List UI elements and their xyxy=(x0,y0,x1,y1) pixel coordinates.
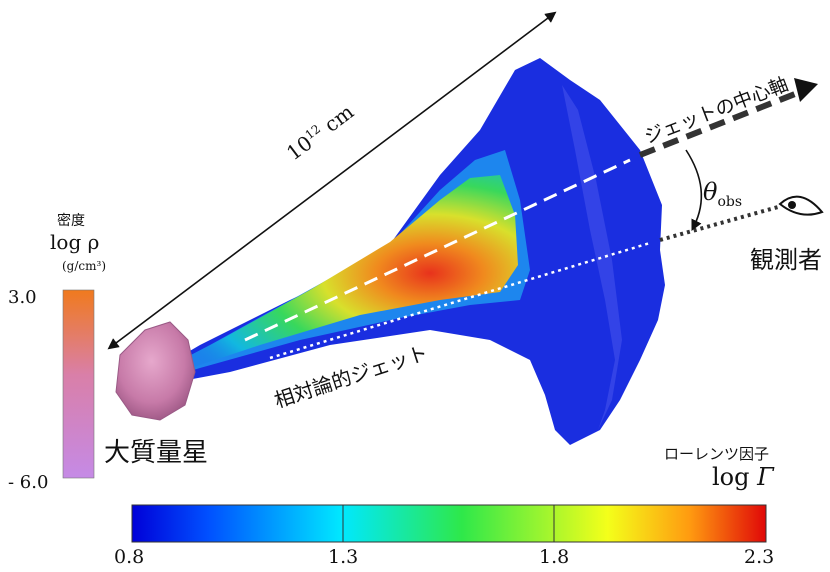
star-label: 大質量星 xyxy=(104,438,209,468)
density-min: - 6.0 xyxy=(8,472,49,493)
massive-star xyxy=(115,321,196,421)
lorentz-symbol: log Γ xyxy=(712,463,774,491)
density-symbol: log ρ xyxy=(50,230,100,254)
theta-sub: obs xyxy=(717,193,743,210)
lorentz-colorbar xyxy=(131,504,767,543)
observer-label: 観測者 xyxy=(750,246,822,274)
theta-arc xyxy=(685,149,703,232)
theta-obs-label: θobs xyxy=(703,178,742,210)
lorentz-gamma: Γ xyxy=(757,463,774,491)
density-title: 密度 xyxy=(57,213,85,229)
jet-axis-arrowhead xyxy=(794,78,818,102)
lorentz-tick-label-0: 0.8 xyxy=(114,546,145,568)
lorentz-tick-label-1: 1.3 xyxy=(328,546,359,568)
cocoon-edge-shading xyxy=(562,85,622,430)
observer-line-outer xyxy=(659,205,779,242)
density-unit: (g/cm³) xyxy=(62,259,106,273)
jet-axis-outer xyxy=(638,89,802,158)
scale-arrow xyxy=(107,11,557,350)
theta-symbol: θ xyxy=(703,178,718,206)
lorentz-tick-label-2: 1.8 xyxy=(539,546,570,568)
eye-icon xyxy=(778,195,824,216)
density-colorbar xyxy=(62,289,95,479)
density-max: 3.0 xyxy=(8,287,37,308)
lorentz-log: log xyxy=(712,463,758,491)
lorentz-tick-label-3: 2.3 xyxy=(744,546,775,568)
lorentz-title: ローレンツ因子 xyxy=(664,445,770,463)
